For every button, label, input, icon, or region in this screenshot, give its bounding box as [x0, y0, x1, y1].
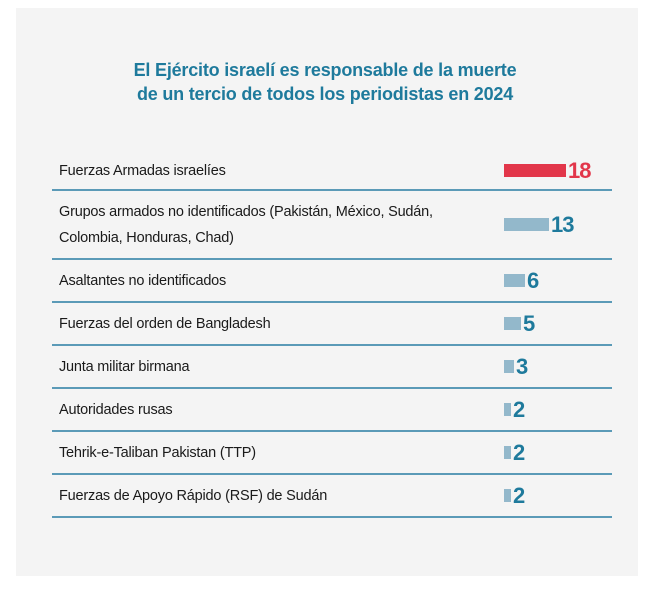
- bar: [504, 164, 566, 177]
- bar: [504, 317, 521, 330]
- bar-category-label: Asaltantes no identificados: [59, 273, 227, 289]
- bar-category-label: Autoridades rusas: [59, 402, 173, 418]
- bar: [504, 489, 511, 502]
- bar: [504, 218, 549, 231]
- bar-row: Junta militar birmana 3: [52, 346, 612, 389]
- bar-row: Autoridades rusas 2: [52, 389, 612, 432]
- bar-value-label: 18: [568, 158, 592, 183]
- bar-row: Fuerzas del orden de Bangladesh 5: [52, 303, 612, 346]
- chart-title-line-1: El Ejército israelí es responsable de la…: [133, 60, 517, 80]
- bar-category-label: Fuerzas Armadas israelíes: [59, 163, 226, 179]
- bar-value-label: 2: [513, 483, 525, 508]
- bar-value-label: 3: [516, 354, 528, 379]
- bar-value-label: 6: [527, 268, 539, 293]
- bar-row: Fuerzas de Apoyo Rápido (RSF) de Sudán 2: [52, 475, 612, 518]
- bar-category-label: Tehrik-e-Taliban Pakistan (TTP): [59, 445, 256, 461]
- bar: [504, 274, 525, 287]
- bar-category-label: Junta militar birmana: [59, 359, 190, 375]
- bar-row: Asaltantes no identificados 6: [52, 260, 612, 303]
- bar-row: Tehrik-e-Taliban Pakistan (TTP) 2: [52, 432, 612, 475]
- bar-value-label: 5: [523, 311, 535, 336]
- bar-category-label: Fuerzas de Apoyo Rápido (RSF) de Sudán: [59, 488, 328, 504]
- chart-title: El Ejército israelí es responsable de la…: [0, 58, 650, 106]
- bar-value-label: 2: [513, 397, 525, 422]
- bar: [504, 360, 514, 373]
- chart-panel: [16, 8, 638, 576]
- bar: [504, 403, 511, 416]
- bar: [504, 446, 511, 459]
- bar-category-label: Fuerzas del orden de Bangladesh: [59, 316, 271, 332]
- bar-value-label: 13: [551, 212, 575, 237]
- bar-value-label: 2: [513, 440, 525, 465]
- bar-category-label: Grupos armados no identificados (Pakistá…: [59, 204, 433, 246]
- chart-title-line-2: de un tercio de todos los periodistas en…: [136, 84, 514, 104]
- bar-row: Fuerzas Armadas israelíes 18: [52, 152, 612, 191]
- bar-row: Grupos armados no identificados (Pakistá…: [52, 191, 612, 260]
